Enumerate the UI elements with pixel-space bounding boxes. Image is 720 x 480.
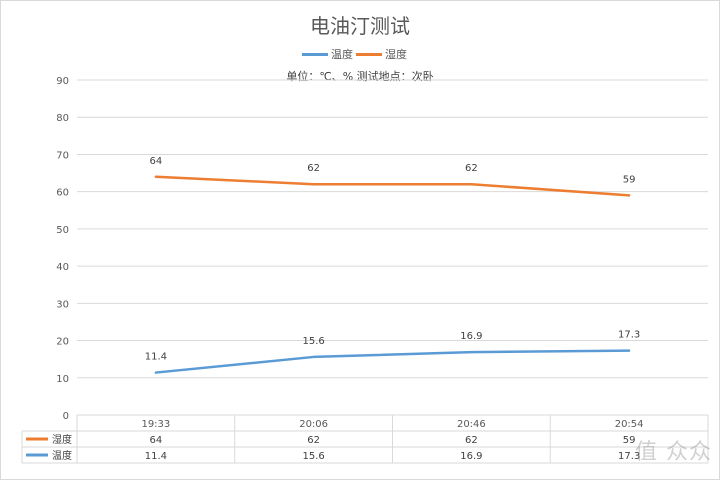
table-cell: 11.4: [145, 451, 167, 462]
table-cell: 16.9: [460, 451, 482, 462]
y-tick-label: 70: [56, 150, 69, 161]
table-cell: 62: [465, 435, 478, 446]
series-line-1: [154, 175, 631, 197]
y-tick-label: 10: [56, 374, 69, 385]
legend-label-humidity: 湿度: [385, 48, 407, 61]
y-tick-label: 30: [56, 299, 69, 310]
y-tick-label: 80: [56, 113, 69, 124]
data-label: 59: [623, 174, 636, 185]
table-series-label: 温度: [52, 449, 72, 462]
legend-swatch-temperature: [302, 52, 328, 56]
table-cell: 17.3: [618, 451, 640, 462]
table-series-label: 湿度: [52, 433, 72, 446]
y-tick-label: 50: [56, 225, 69, 236]
data-label: 17.3: [618, 330, 640, 341]
data-label: 15.6: [302, 336, 324, 347]
y-tick-label: 20: [56, 337, 69, 348]
table-cell: 62: [307, 435, 320, 446]
series-line-0: [154, 349, 631, 374]
legend-item-temperature: 温度: [302, 46, 353, 62]
x-tick-label: 20:46: [457, 419, 486, 430]
table-cell: 15.6: [302, 451, 324, 462]
y-tick-label: 60: [56, 188, 69, 199]
y-tick-label: 90: [56, 76, 69, 87]
data-label: 62: [307, 163, 320, 174]
x-tick-label: 20:54: [615, 419, 644, 430]
data-label: 64: [150, 156, 163, 167]
data-label: 11.4: [145, 352, 167, 363]
x-tick-label: 19:33: [141, 419, 170, 430]
legend-label-temperature: 温度: [331, 48, 353, 61]
chart-title: 电油汀测试: [310, 14, 410, 38]
legend-swatch-humidity: [356, 52, 382, 56]
y-tick-label: 40: [56, 262, 69, 273]
data-label: 62: [465, 163, 478, 174]
watermark: 值 众众: [635, 440, 712, 465]
legend-item-humidity: 湿度: [356, 46, 407, 62]
data-label: 16.9: [460, 331, 482, 342]
table-cell: 64: [150, 435, 163, 446]
x-tick-label: 20:06: [299, 419, 328, 430]
table-cell: 59: [623, 435, 636, 446]
y-tick-label: 0: [63, 411, 69, 422]
